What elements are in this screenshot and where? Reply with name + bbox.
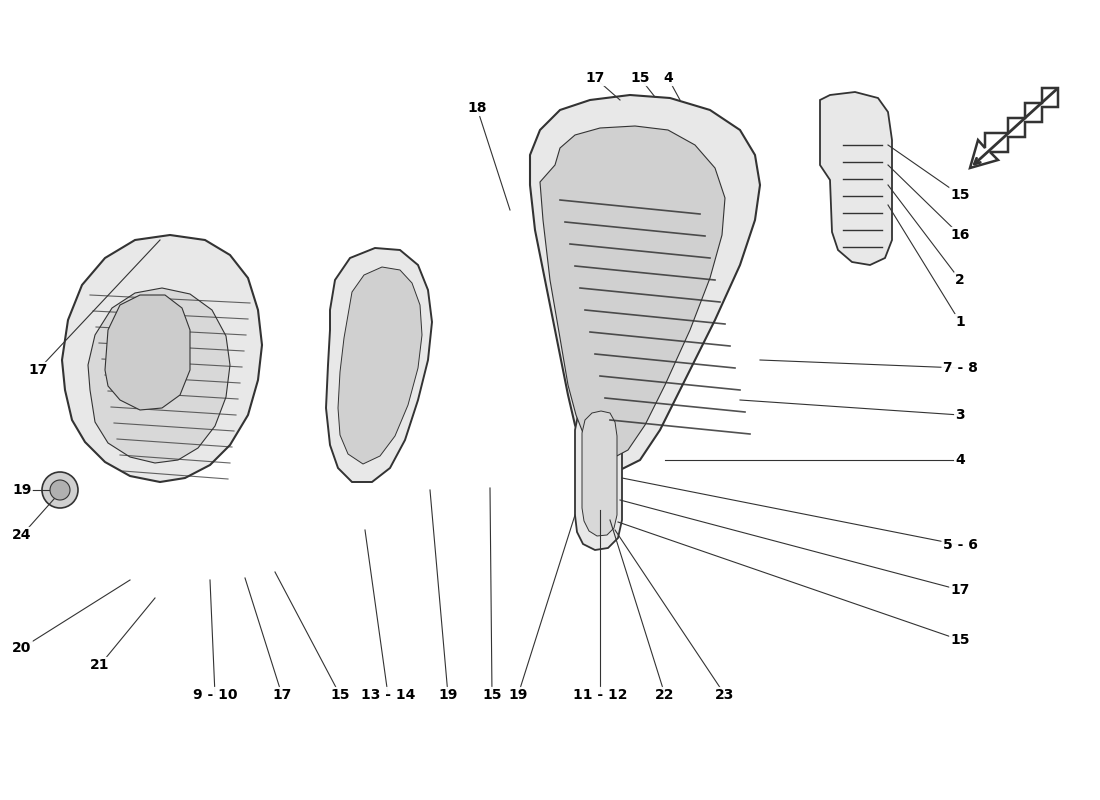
Text: 17: 17 [585,71,605,85]
Text: 20: 20 [12,641,32,655]
PathPatch shape [326,248,432,482]
Text: 18: 18 [468,101,486,115]
PathPatch shape [530,95,760,470]
Text: 22: 22 [656,688,674,702]
PathPatch shape [575,402,622,550]
Circle shape [42,472,78,508]
Text: 1: 1 [955,315,965,329]
PathPatch shape [820,92,892,265]
PathPatch shape [104,295,190,410]
Text: 24: 24 [12,528,32,542]
Text: 17: 17 [273,688,292,702]
Text: 9 - 10: 9 - 10 [192,688,238,702]
Text: 11 - 12: 11 - 12 [573,688,627,702]
Text: 15: 15 [950,188,970,202]
Text: 15: 15 [950,633,970,647]
Text: 23: 23 [715,688,735,702]
PathPatch shape [582,411,617,536]
PathPatch shape [88,288,230,463]
Text: 16: 16 [950,228,970,242]
Text: 2: 2 [955,273,965,287]
Text: 15: 15 [482,688,502,702]
Text: 5 - 6: 5 - 6 [943,538,978,552]
Text: 4: 4 [663,71,673,85]
Text: 19: 19 [12,483,32,497]
Text: 7 - 8: 7 - 8 [943,361,978,375]
Text: 17: 17 [29,363,47,377]
Text: 3: 3 [955,408,965,422]
Text: 21: 21 [90,658,110,672]
Text: 13 - 14: 13 - 14 [361,688,415,702]
PathPatch shape [970,88,1058,168]
PathPatch shape [540,126,725,458]
PathPatch shape [338,267,422,464]
Text: 15: 15 [630,71,650,85]
Text: 19: 19 [508,688,528,702]
Text: 17: 17 [950,583,970,597]
PathPatch shape [62,235,262,482]
Circle shape [50,480,70,500]
Text: 19: 19 [438,688,458,702]
Text: 4: 4 [955,453,965,467]
Text: 15: 15 [330,688,350,702]
